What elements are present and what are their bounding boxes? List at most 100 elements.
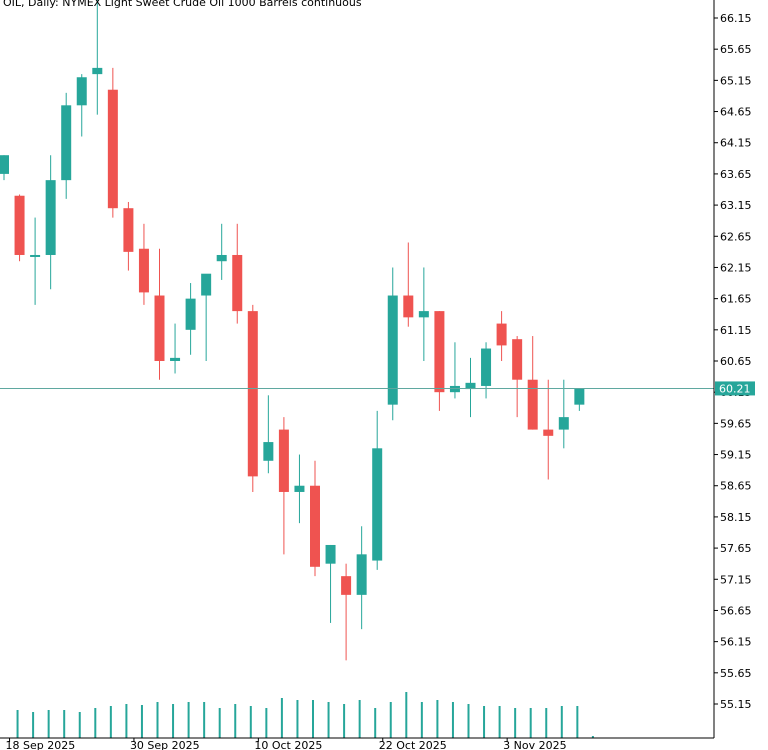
price-axis: 66.15 65.65 65.15 64.65 64.15 63.65 63.15 62.65…	[714, 12, 752, 711]
candle	[403, 242, 414, 327]
candle	[123, 201, 134, 271]
candle-body	[356, 554, 367, 595]
candle	[465, 357, 476, 418]
candle-body	[449, 385, 460, 393]
candle-body	[465, 382, 476, 390]
candle	[138, 223, 149, 305]
candle-body	[543, 429, 554, 436]
candle	[30, 217, 41, 305]
price-tick-label: 55.15	[720, 698, 752, 711]
price-tick-label: 66.15	[720, 12, 752, 25]
price-tick-label: 62.65	[720, 230, 752, 243]
candle-body	[341, 576, 352, 595]
time-tick-label: 3 Nov 2025	[503, 739, 566, 750]
candle-body	[92, 67, 103, 75]
candle-body	[527, 379, 538, 430]
time-axis: 18 Sep 2025 30 Sep 2025 10 Oct 2025 22 Oct …	[6, 738, 567, 750]
candle	[216, 223, 227, 280]
candle	[543, 379, 554, 480]
candle-body	[278, 429, 289, 492]
candle	[481, 342, 492, 399]
candle	[512, 336, 523, 418]
candle	[372, 410, 383, 570]
price-tick-label: 60.65	[720, 355, 752, 368]
volume-layer	[16, 692, 594, 738]
current-price-tag-background	[715, 381, 755, 396]
candle	[341, 563, 352, 661]
price-tick-label: 64.65	[720, 106, 752, 119]
price-tick-label: 63.65	[720, 168, 752, 181]
candle-body	[30, 254, 41, 257]
candle-body	[372, 448, 383, 561]
candle-body	[574, 388, 585, 405]
candle	[45, 155, 56, 290]
candle-body	[263, 442, 274, 461]
price-tick-label: 56.15	[720, 636, 752, 649]
candle	[558, 379, 569, 449]
price-tick-label: 55.65	[720, 667, 752, 680]
price-tick-label: 58.65	[720, 480, 752, 493]
candle	[107, 67, 118, 218]
candle-body	[138, 248, 149, 293]
candle	[527, 336, 538, 430]
candle-body	[123, 208, 134, 252]
candle-body	[185, 298, 196, 330]
time-tick-label: 22 Oct 2025	[379, 739, 447, 750]
price-tick-label: 56.65	[720, 604, 752, 617]
candle-body	[558, 417, 569, 430]
price-tick-label: 59.15	[720, 449, 752, 462]
candle	[76, 74, 87, 137]
price-tick-label: 64.15	[720, 137, 752, 150]
price-tick-label: 65.65	[720, 43, 752, 56]
candle-body	[294, 485, 305, 492]
candle	[356, 526, 367, 630]
price-tick-label: 62.15	[720, 261, 752, 274]
candle-body	[216, 254, 227, 262]
price-tick-label: 65.15	[720, 74, 752, 87]
candle	[201, 273, 212, 361]
candle-body	[481, 348, 492, 386]
candle-body	[14, 195, 25, 255]
current-price-label: 60.21	[719, 382, 751, 395]
candle	[574, 388, 585, 411]
candle	[387, 267, 398, 421]
candle	[92, 0, 103, 115]
candle	[449, 342, 460, 399]
candle-body	[496, 323, 507, 346]
price-tick-label: 63.15	[720, 199, 752, 212]
time-tick-label: 18 Sep 2025	[6, 739, 76, 750]
price-tick-label: 58.15	[720, 511, 752, 524]
candle-body	[61, 105, 72, 181]
price-tick-label: 57.15	[720, 573, 752, 586]
price-tick-label: 57.65	[720, 542, 752, 555]
candle	[310, 460, 320, 577]
price-tick-label: 61.65	[720, 293, 752, 306]
candle	[14, 194, 25, 262]
time-tick-label: 10 Oct 2025	[254, 739, 322, 750]
price-tick-label: 61.15	[720, 324, 752, 337]
candle-body	[107, 89, 118, 209]
candle	[496, 311, 507, 361]
price-tick-label: 59.65	[720, 417, 752, 430]
candle-body	[387, 295, 398, 405]
candle-body	[325, 544, 336, 564]
candle-body	[434, 311, 445, 393]
candle	[294, 454, 305, 524]
candle-body	[201, 273, 212, 296]
candle	[0, 155, 9, 181]
candle	[263, 395, 274, 474]
candle	[61, 92, 72, 199]
candle-body	[154, 295, 165, 361]
candle	[232, 223, 243, 324]
candle-body	[247, 311, 258, 477]
candle-body	[45, 180, 56, 255]
time-tick-label: 30 Sep 2025	[130, 739, 200, 750]
candle-body	[403, 295, 414, 318]
candle	[154, 248, 165, 380]
candle	[434, 311, 445, 411]
candle	[247, 304, 258, 492]
candles-layer	[0, 0, 585, 661]
candle-body	[0, 155, 9, 174]
